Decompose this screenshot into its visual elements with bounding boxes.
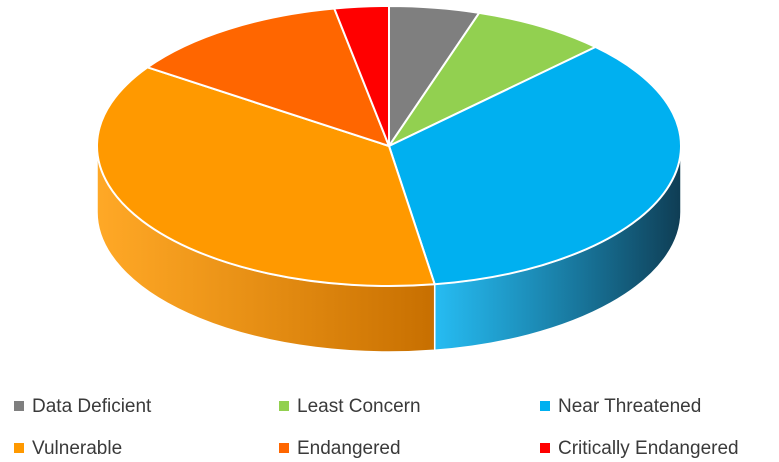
legend-swatch-least-concern <box>279 401 289 411</box>
legend-label-critically-endangered: Critically Endangered <box>558 437 739 459</box>
pie-slice-endangered <box>146 7 390 147</box>
pie-top-slices <box>96 5 682 287</box>
legend-item-near-threatened: Near Threatened <box>540 392 701 420</box>
pie-slice-near-threatened <box>388 46 682 286</box>
legend-swatch-near-threatened <box>540 401 550 411</box>
legend-label-vulnerable: Vulnerable <box>32 437 123 459</box>
legend-label-endangered: Endangered <box>297 437 401 459</box>
pie-slice-vulnerable <box>96 66 436 287</box>
legend-swatch-vulnerable <box>14 443 24 453</box>
legend-label-data-deficient: Data Deficient <box>32 395 152 417</box>
legend-item-endangered: Endangered <box>279 434 401 462</box>
legend-swatch-endangered <box>279 443 289 453</box>
legend-swatch-data-deficient <box>14 401 24 411</box>
legend-item-critically-endangered: Critically Endangered <box>540 434 739 462</box>
legend-label-near-threatened: Near Threatened <box>558 395 702 417</box>
chart-legend: Data Deficient Least Concern Near Threat… <box>0 382 779 462</box>
legend-item-data-deficient: Data Deficient <box>14 392 151 420</box>
legend-label-least-concern: Least Concern <box>297 395 421 417</box>
legend-swatch-critically-endangered <box>540 443 550 453</box>
pie-slice-least-concern <box>388 11 597 147</box>
legend-item-least-concern: Least Concern <box>279 392 421 420</box>
pie-slice-critically-endangered <box>333 5 390 147</box>
pie-chart <box>96 5 682 353</box>
legend-item-vulnerable: Vulnerable <box>14 434 122 462</box>
